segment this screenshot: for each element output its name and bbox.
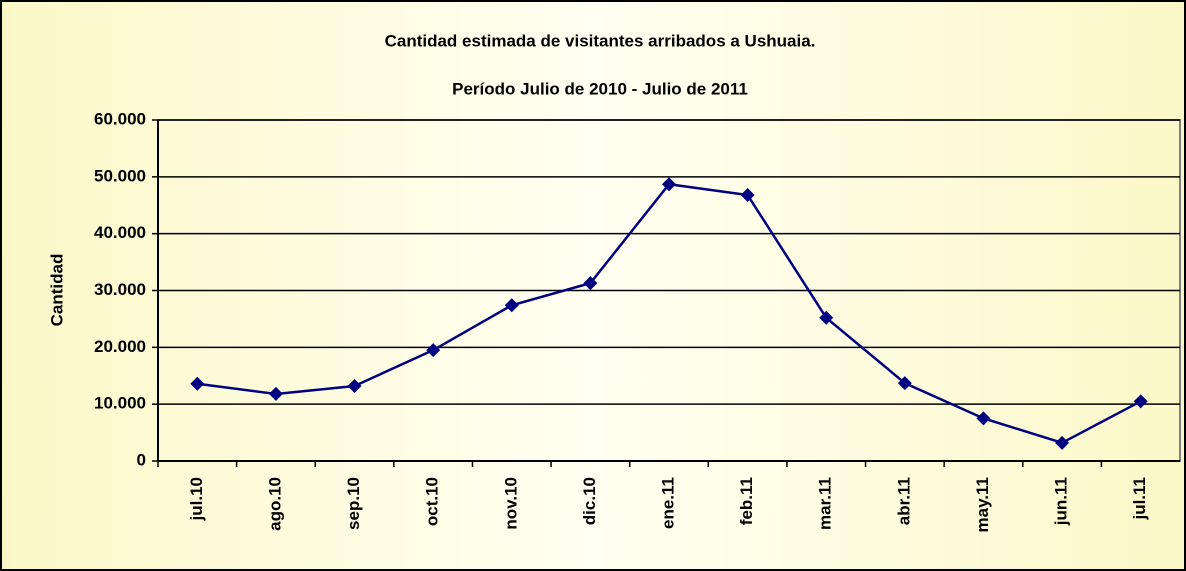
y-tick-label: 60.000 (94, 109, 146, 128)
x-tick-label: mar.11 (816, 477, 835, 530)
marker (740, 188, 755, 203)
marker (662, 177, 676, 192)
x-tick-label: jul.11 (1130, 477, 1149, 521)
y-tick-label: 0 (137, 450, 146, 469)
y-tick-label: 30.000 (94, 280, 146, 299)
x-tick-label: nov.10 (501, 477, 520, 530)
marker (1133, 394, 1148, 409)
y-tick-label: 20.000 (94, 337, 146, 356)
marker (426, 343, 441, 358)
marker (897, 376, 912, 391)
x-tick-label: oct.10 (423, 477, 442, 526)
x-tick-label: sep.10 (344, 477, 363, 530)
x-tick-label: jun.11 (1052, 477, 1071, 526)
marker (1055, 435, 1070, 450)
marker (583, 276, 598, 291)
y-tick-label: 40.000 (94, 223, 146, 242)
chart-title: Cantidad estimada de visitantes arribado… (385, 31, 816, 50)
x-tick-label: ene.11 (658, 477, 677, 529)
x-tick-label: abr.11 (894, 477, 913, 525)
x-tick-label: dic.10 (580, 477, 599, 525)
chart-subtitle: Período Julio de 2010 - Julio de 2011 (452, 79, 748, 98)
y-tick-label: 50.000 (94, 166, 146, 185)
y-tick-label: 10.000 (94, 394, 146, 413)
x-tick-label: feb.11 (737, 477, 756, 525)
marker (190, 376, 205, 391)
marker (268, 386, 283, 401)
x-tick-label: jul.10 (187, 477, 206, 521)
marker (347, 378, 362, 393)
y-axis-label: Cantidad (47, 254, 66, 327)
x-tick-label: ago.10 (265, 477, 284, 531)
x-tick-label: may.11 (973, 477, 992, 532)
marker (819, 310, 834, 325)
marker (504, 298, 519, 313)
marker (976, 411, 991, 426)
